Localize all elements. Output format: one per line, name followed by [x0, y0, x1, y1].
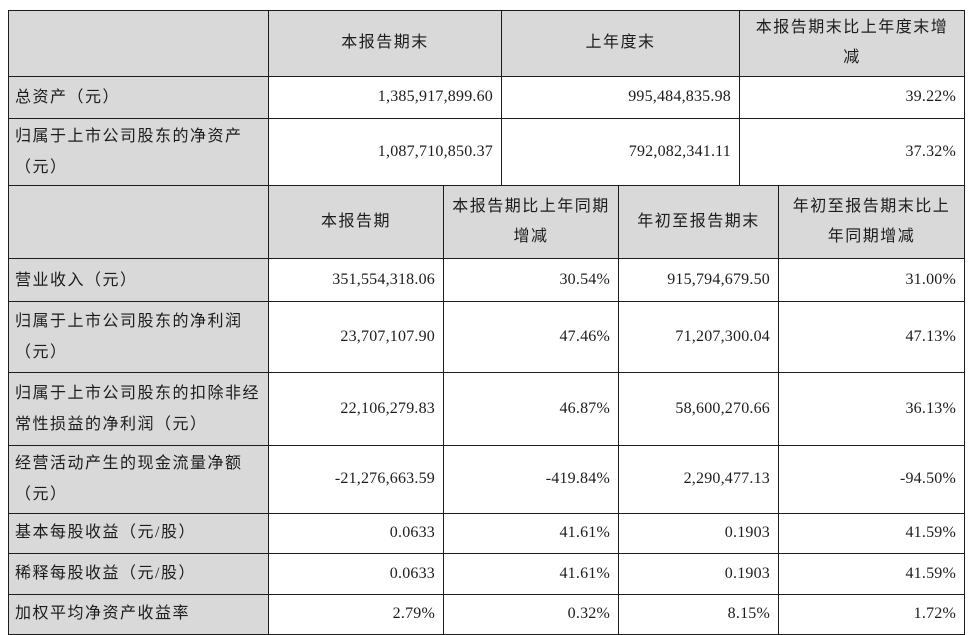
column-header-ytd-change: 年初至报告期末比上年同期增减: [778, 185, 965, 260]
cell-value: 351,554,318.06: [268, 258, 444, 303]
cell-value: 41.61%: [443, 512, 619, 554]
cell-value: 23,707,107.90: [268, 301, 444, 374]
table-row: 经营活动产生的现金流量净额（元） -21,276,663.59 -419.84%…: [8, 445, 965, 514]
cell-value: 30.54%: [443, 258, 619, 303]
column-header-ytd: 年初至报告期末: [618, 185, 779, 260]
table-row: 归属于上市公司股东的净利润（元） 23,707,107.90 47.46% 71…: [8, 301, 965, 374]
column-header-prior-year-end: 上年度末: [501, 10, 740, 77]
cell-value: 8.15%: [618, 593, 779, 635]
row-label-weighted-avg-roe: 加权平均净资产收益率: [8, 593, 269, 635]
cell-value: 915,794,679.50: [618, 258, 779, 303]
cell-value: 0.0633: [268, 552, 444, 595]
cell-value: -94.50%: [778, 445, 965, 514]
table-row: 基本每股收益（元/股） 0.0633 41.61% 0.1903 41.59%: [8, 512, 965, 554]
row-label-net-assets: 归属于上市公司股东的净资产（元）: [8, 117, 269, 187]
cell-value: 1.72%: [778, 593, 965, 635]
row-label-basic-eps: 基本每股收益（元/股）: [8, 512, 269, 554]
corner-cell: [8, 185, 269, 260]
cell-value: 58,600,270.66: [618, 372, 779, 447]
row-label-net-profit: 归属于上市公司股东的净利润（元）: [8, 301, 269, 374]
row-label-operating-revenue: 营业收入（元）: [8, 258, 269, 303]
table-row: 总资产（元） 1,385,917,899.60 995,484,835.98 3…: [8, 75, 965, 119]
cell-value: 0.1903: [618, 552, 779, 595]
cell-value: 71,207,300.04: [618, 301, 779, 374]
table-row: 本报告期末 上年度末 本报告期末比上年度末增减: [8, 10, 965, 77]
financial-table-period: 本报告期 本报告期比上年同期增减 年初至报告期末 年初至报告期末比上年同期增减 …: [8, 185, 965, 635]
column-header-current-period-end: 本报告期末: [268, 10, 502, 77]
row-label-operating-cash-flow: 经营活动产生的现金流量净额（元）: [8, 445, 269, 514]
row-label-diluted-eps: 稀释每股收益（元/股）: [8, 552, 269, 595]
corner-cell: [8, 10, 269, 77]
cell-value: 2.79%: [268, 593, 444, 635]
cell-value: 41.59%: [778, 552, 965, 595]
cell-value: 1,385,917,899.60: [268, 75, 502, 119]
cell-value: 36.13%: [778, 372, 965, 447]
cell-value: 792,082,341.11: [501, 117, 740, 187]
column-header-current-period: 本报告期: [268, 185, 444, 260]
cell-value: 39.22%: [739, 75, 965, 119]
cell-value: 0.1903: [618, 512, 779, 554]
column-header-change-vs-same-period: 本报告期比上年同期增减: [443, 185, 619, 260]
cell-value: 47.46%: [443, 301, 619, 374]
cell-value: 41.59%: [778, 512, 965, 554]
cell-value: 1,087,710,850.37: [268, 117, 502, 187]
cell-value: 22,106,279.83: [268, 372, 444, 447]
cell-value: 37.32%: [739, 117, 965, 187]
table-row: 归属于上市公司股东的扣除非经常性损益的净利润（元） 22,106,279.83 …: [8, 372, 965, 447]
table-row: 归属于上市公司股东的净资产（元） 1,087,710,850.37 792,08…: [8, 117, 965, 187]
row-label-total-assets: 总资产（元）: [8, 75, 269, 119]
cell-value: 2,290,477.13: [618, 445, 779, 514]
column-header-change-vs-prior-year-end: 本报告期末比上年度末增减: [739, 10, 965, 77]
cell-value: -419.84%: [443, 445, 619, 514]
cell-value: 46.87%: [443, 372, 619, 447]
cell-value: 47.13%: [778, 301, 965, 374]
cell-value: 31.00%: [778, 258, 965, 303]
cell-value: 41.61%: [443, 552, 619, 595]
report-page: 本报告期末 上年度末 本报告期末比上年度末增减 总资产（元） 1,385,917…: [8, 10, 965, 635]
table-row: 营业收入（元） 351,554,318.06 30.54% 915,794,67…: [8, 258, 965, 303]
cell-value: 0.0633: [268, 512, 444, 554]
cell-value: 995,484,835.98: [501, 75, 740, 119]
financial-table-period-end: 本报告期末 上年度末 本报告期末比上年度末增减 总资产（元） 1,385,917…: [8, 10, 965, 187]
row-label-net-profit-excl-nonrecurring: 归属于上市公司股东的扣除非经常性损益的净利润（元）: [8, 372, 269, 447]
table-row: 本报告期 本报告期比上年同期增减 年初至报告期末 年初至报告期末比上年同期增减: [8, 185, 965, 260]
table-row: 稀释每股收益（元/股） 0.0633 41.61% 0.1903 41.59%: [8, 552, 965, 595]
cell-value: 0.32%: [443, 593, 619, 635]
cell-value: -21,276,663.59: [268, 445, 444, 514]
table-row: 加权平均净资产收益率 2.79% 0.32% 8.15% 1.72%: [8, 593, 965, 635]
